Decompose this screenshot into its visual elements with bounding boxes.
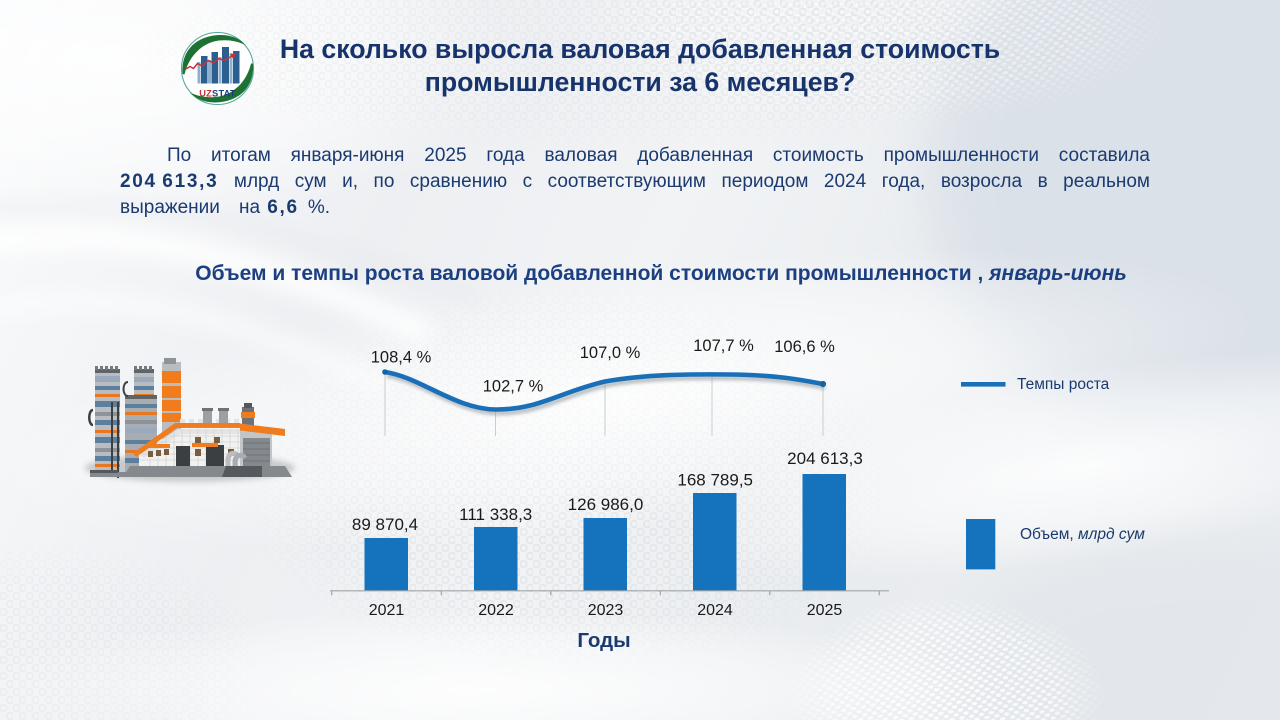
svg-text:2025: 2025	[807, 602, 843, 619]
svg-text:204 613,3: 204 613,3	[787, 449, 863, 468]
svg-text:2023: 2023	[588, 602, 624, 619]
svg-text:UZSTAT: UZSTAT	[199, 89, 236, 99]
svg-text:168 789,5: 168 789,5	[677, 471, 753, 490]
svg-text:107,7 %: 107,7 %	[693, 337, 754, 355]
svg-text:2021: 2021	[369, 602, 405, 619]
svg-text:126 986,0: 126 986,0	[568, 495, 644, 514]
svg-text:102,7 %: 102,7 %	[483, 378, 544, 396]
svg-text:Годы: Годы	[577, 629, 630, 652]
svg-text:108,4 %: 108,4 %	[371, 349, 432, 367]
svg-text:Объем, млрд сум: Объем, млрд сум	[1020, 526, 1145, 543]
svg-text:89 870,4: 89 870,4	[352, 515, 418, 534]
svg-text:107,0 %: 107,0 %	[580, 344, 641, 362]
svg-text:111 338,3: 111 338,3	[459, 505, 532, 524]
svg-text:2024: 2024	[697, 602, 733, 619]
svg-text:106,6 %: 106,6 %	[774, 338, 835, 356]
svg-text:2022: 2022	[478, 602, 514, 619]
svg-text:Темпы роста: Темпы роста	[1017, 376, 1110, 393]
